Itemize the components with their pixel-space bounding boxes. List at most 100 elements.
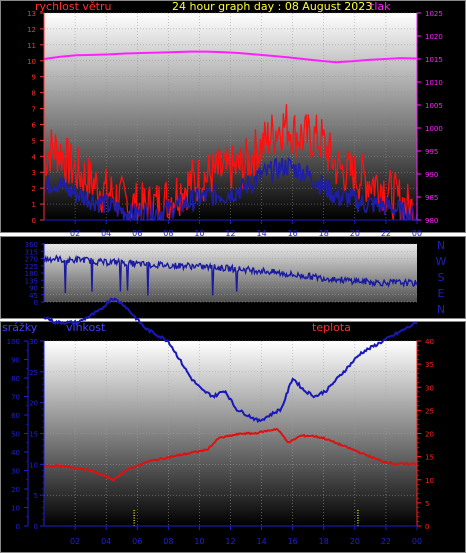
wind-x-tick-label: 02 — [70, 229, 80, 238]
humidity-x-tick-label: 12 — [225, 537, 235, 546]
humidity-y-tick-label: 10 — [29, 461, 38, 469]
direction-y-tick-label: 270 — [25, 256, 38, 264]
direction-gridlines — [44, 243, 417, 303]
wind-y-tick-label: 10 — [27, 58, 36, 66]
humidity-x-tick-label: 00 — [412, 537, 422, 546]
humidity-series-group — [43, 297, 418, 526]
direction-label-e: E — [437, 287, 445, 300]
pressure-y-tick-label: 1000 — [425, 125, 443, 133]
wind-y-tick-label: 11 — [27, 42, 36, 50]
temp-y-tick-label: 25 — [425, 407, 434, 415]
temp-y-tick-label: 35 — [425, 361, 434, 369]
rain-label: srážky — [2, 321, 38, 334]
wind-y-tick-label: 4 — [32, 153, 37, 161]
direction-labels: N W S E N — [434, 238, 448, 318]
humidity-label: vlhkost — [66, 321, 106, 334]
wind-x-tick-label: 08 — [163, 229, 173, 238]
wind-x-tick-label: 04 — [101, 229, 111, 238]
humidity-x-tick-label: 10 — [194, 537, 204, 546]
temp-y-tick-label: 15 — [425, 454, 434, 462]
humidity-series-line — [43, 297, 418, 424]
direction-y-tick-label: 180 — [25, 270, 38, 278]
humidity-x-tick-label: 06 — [132, 537, 142, 546]
pressure-y-tick-label: 1010 — [425, 79, 443, 87]
wind-y-tick-label: 2 — [32, 185, 36, 193]
humidity-x-tick-label: 16 — [288, 537, 298, 546]
humidity-y-tick-label: 15 — [29, 431, 38, 439]
rain-y-tick-label: 40 — [11, 449, 20, 457]
temp-y-tick-label: 20 — [425, 431, 434, 439]
pressure-y-tick-label: 1020 — [425, 33, 443, 41]
pressure-y-tick-label: 1015 — [425, 56, 443, 64]
wind-x-tick-label: 22 — [381, 229, 391, 238]
wind-x-tick-label: 10 — [194, 229, 204, 238]
humidity-x-tick-label: 04 — [101, 537, 111, 546]
pressure-y-tick-label: 985 — [425, 194, 438, 202]
wind-y-tick-label: 6 — [32, 121, 37, 129]
rain-y-tick-label: 20 — [11, 486, 20, 494]
humidity-x-tick-label: 18 — [319, 537, 329, 546]
wind-y-tick-label: 1 — [32, 201, 36, 209]
temp-y-tick-label: 0 — [425, 523, 429, 531]
rain-y-tick-label: 100 — [7, 338, 20, 346]
rain-y-tick-label: 90 — [11, 357, 20, 365]
pressure-series-line — [43, 50, 418, 64]
humidity-y-tick-label: 20 — [29, 400, 38, 408]
direction-y-tick-label: 90 — [29, 285, 38, 293]
humidity-y-tick-label: 30 — [29, 338, 38, 346]
rain-y-tick-label: 50 — [11, 431, 20, 439]
pressure-y-tick-label: 990 — [425, 171, 438, 179]
wind-y-tick-label: 0 — [32, 217, 36, 225]
humidity-x-tick-label: 02 — [70, 537, 80, 546]
wind-x-tick-label: 00 — [412, 229, 422, 238]
pressure-y-tick-label: 995 — [425, 148, 438, 156]
rain-y-tick-label: 10 — [11, 505, 20, 513]
humidity-x-tick-label: 14 — [256, 537, 266, 546]
graph-title: 24 hour graph day : 08 August 2023 — [172, 0, 372, 13]
pressure-y-tick-label: 1025 — [425, 10, 443, 18]
humidity-y-tick-label: 5 — [34, 492, 38, 500]
temp-y-tick-label: 40 — [425, 338, 434, 346]
direction-y-tick-label: 315 — [25, 248, 38, 256]
pressure-label: tlak — [370, 0, 391, 13]
direction-series-group — [43, 254, 418, 296]
gust-series-line — [43, 156, 418, 223]
wind-x-tick-label: 14 — [256, 229, 266, 238]
direction-y-tick-label: 0 — [34, 299, 38, 307]
rain-y-tick-label: 70 — [11, 394, 20, 402]
temp-y-tick-label: 10 — [425, 477, 434, 485]
wind-x-tick-label: 20 — [350, 229, 360, 238]
temperature-label: teplota — [312, 321, 351, 334]
humidity-y-tick-label: 0 — [34, 523, 38, 531]
direction-series-line — [43, 254, 418, 296]
wind-y-tick-label: 12 — [27, 26, 36, 34]
humidity-x-tick-label: 20 — [350, 537, 360, 546]
wind-y-tick-label: 9 — [32, 74, 36, 82]
direction-y-tick-label: 45 — [29, 292, 38, 300]
direction-label-w: W — [435, 255, 447, 268]
direction-y-tick-label: 135 — [25, 277, 38, 285]
wind-y-tick-label: 8 — [32, 90, 36, 98]
humidity-x-tick-label: 08 — [163, 537, 173, 546]
wind-y-tick-label: 5 — [32, 137, 36, 145]
temperature-series-line — [43, 427, 418, 482]
pressure-y-tick-label: 1005 — [425, 102, 443, 110]
wind-y-tick-label: 3 — [32, 169, 36, 177]
wind-series-group — [43, 50, 418, 223]
wind-y-tick-label: 13 — [27, 10, 36, 18]
direction-label-s: S — [437, 271, 445, 284]
rain-y-tick-label: 80 — [11, 375, 20, 383]
humidity-x-tick-label: 22 — [381, 537, 391, 546]
rain-y-tick-label: 60 — [11, 412, 20, 420]
wind-x-tick-label: 06 — [132, 229, 142, 238]
wind-y-tick-label: 7 — [32, 106, 36, 114]
wind-plot-area — [44, 13, 417, 220]
direction-y-tick-label: 225 — [25, 263, 38, 271]
rain-y-tick-label: 30 — [11, 468, 20, 476]
temp-y-tick-label: 30 — [425, 384, 434, 392]
wind-x-tick-label: 18 — [319, 229, 329, 238]
rain-y-tick-label: 0 — [16, 523, 20, 531]
direction-label-n-bottom: N — [436, 303, 446, 316]
